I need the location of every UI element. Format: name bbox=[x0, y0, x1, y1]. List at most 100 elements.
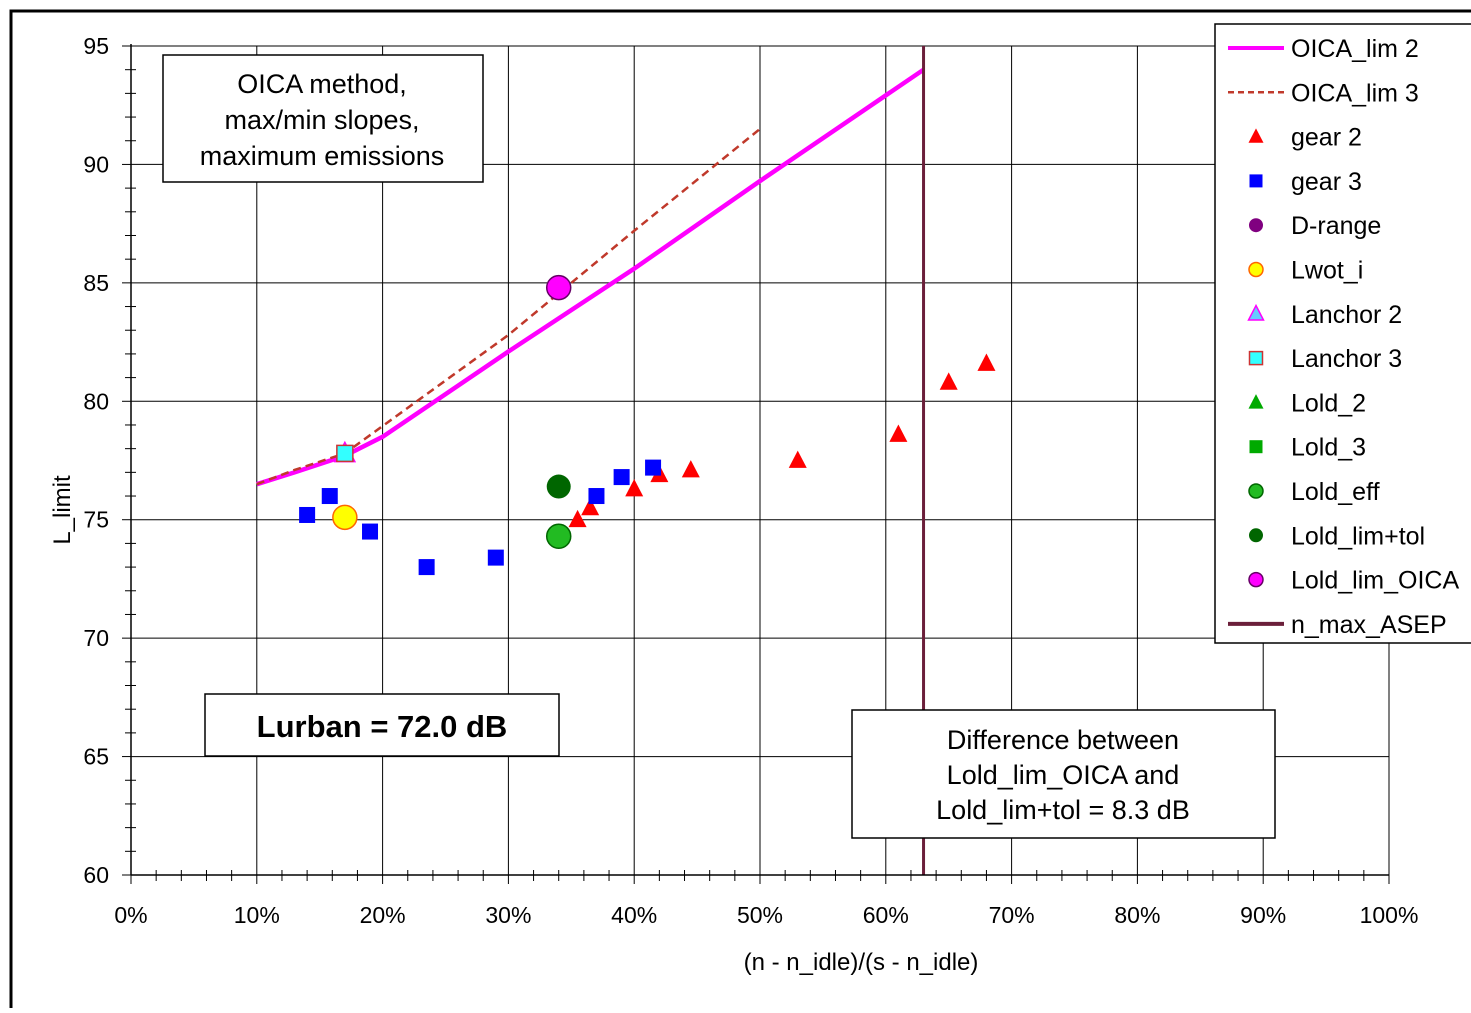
x-tick-label: 50% bbox=[737, 902, 783, 928]
x-tick-label: 80% bbox=[1114, 902, 1160, 928]
x-tick-label: 0% bbox=[114, 902, 147, 928]
x-tick-label: 40% bbox=[611, 902, 657, 928]
legend-swatch-lanchor-2 bbox=[1247, 303, 1265, 321]
legend-label-n-max-asep: n_max_ASEP bbox=[1291, 611, 1447, 639]
y-tick-label: 70 bbox=[83, 625, 109, 651]
legend-item-lold-2: Lold_2 bbox=[1248, 389, 1366, 417]
legend-swatch-gear-2 bbox=[1248, 128, 1264, 143]
x-tick-label: 70% bbox=[989, 902, 1035, 928]
data-markers bbox=[299, 274, 996, 576]
tick-labels: 0% 10% 20% 30% 40% 50% 60% 70% 80% 90% 100% 60 65 70 7… bbox=[83, 33, 1418, 928]
x-tick-label: 60% bbox=[863, 902, 909, 928]
y-tick-label: 80 bbox=[83, 388, 109, 414]
data-point-gear-2 bbox=[977, 353, 996, 371]
data-point-gear-3 bbox=[645, 459, 662, 476]
legend-item-gear-2: gear 2 bbox=[1248, 124, 1362, 152]
legend-label-gear-2: gear 2 bbox=[1291, 124, 1362, 152]
legend-swatch-lold-eff bbox=[1248, 483, 1264, 499]
data-point-gear-2 bbox=[568, 509, 587, 528]
legend-item-lold-lim-tol: Lold_lim+tol bbox=[1249, 522, 1425, 550]
legend-item-d-range: D-range bbox=[1249, 212, 1381, 240]
difference-annotation-line-1: Difference between bbox=[947, 725, 1179, 755]
data-point-gear-3 bbox=[588, 488, 605, 505]
legend-item-oica-lim-3: OICA_lim 3 bbox=[1228, 79, 1419, 107]
method-annotation: OICA method, max/min slopes, maximum emi… bbox=[162, 54, 484, 183]
legend-item-lold-eff: Lold_eff bbox=[1248, 478, 1380, 506]
data-point-lold-lim-tol bbox=[546, 474, 571, 499]
y-tick-label: 75 bbox=[83, 507, 109, 533]
legend-label-lold-2: Lold_2 bbox=[1291, 389, 1366, 417]
y-axis-label: L_limit bbox=[49, 475, 76, 545]
lurban-annotation: Lurban = 72.0 dB bbox=[204, 693, 560, 757]
legend-item-lold-lim-oica: Lold_lim_OICA bbox=[1248, 567, 1459, 595]
data-point-lwot-i bbox=[332, 504, 358, 531]
axes bbox=[122, 44, 1390, 884]
data-point-gear-2 bbox=[788, 450, 807, 468]
legend-label-lold-3: Lold_3 bbox=[1291, 434, 1366, 462]
x-tick-label: 20% bbox=[360, 902, 406, 928]
y-tick-label: 90 bbox=[83, 151, 109, 177]
data-point-gear-2 bbox=[681, 460, 700, 478]
method-annotation-line-2: max/min slopes, bbox=[224, 105, 419, 135]
legend-swatch-gear-3 bbox=[1249, 174, 1263, 188]
x-axis-label: (n - n_idle)/(s - n_idle) bbox=[744, 949, 979, 976]
legend-label-oica-lim-2: OICA_lim 2 bbox=[1291, 35, 1419, 63]
legend-label-lanchor-3: Lanchor 3 bbox=[1291, 345, 1402, 373]
data-point-gear-2 bbox=[889, 424, 908, 442]
data-point-gear-3 bbox=[418, 559, 435, 576]
legend-item-oica-lim-2: OICA_lim 2 bbox=[1228, 35, 1419, 63]
x-tick-label: 10% bbox=[234, 902, 280, 928]
legend-swatch-d-range bbox=[1249, 218, 1263, 233]
data-point-gear-3 bbox=[299, 506, 316, 523]
y-tick-label: 60 bbox=[83, 862, 109, 888]
legend-label-lold-lim-tol: Lold_lim+tol bbox=[1291, 522, 1425, 550]
legend-label-d-range: D-range bbox=[1291, 212, 1381, 240]
method-annotation-box bbox=[162, 54, 484, 183]
legend: OICA_lim 2 OICA_lim 3 gear 2 gear 3 D-range L… bbox=[1214, 23, 1471, 644]
legend-item-lanchor-3: Lanchor 3 bbox=[1248, 345, 1402, 373]
legend-item-n-max-asep: n_max_ASEP bbox=[1228, 611, 1447, 639]
series-line-oica-lim-3 bbox=[256, 127, 761, 486]
legend-items: OICA_lim 2 OICA_lim 3 gear 2 gear 3 D-range L… bbox=[1228, 35, 1459, 639]
legend-swatch-lold-lim-oica bbox=[1248, 571, 1264, 588]
data-point-gear-3 bbox=[487, 549, 504, 566]
data-point-lold-lim-oica bbox=[545, 274, 572, 301]
y-tick-label: 85 bbox=[83, 270, 109, 296]
legend-swatch-lold-3 bbox=[1249, 440, 1263, 454]
legend-swatch-lold-2 bbox=[1248, 394, 1264, 409]
data-point-gear-3 bbox=[362, 523, 379, 540]
data-point-lanchor-3 bbox=[336, 444, 354, 463]
difference-annotation-box bbox=[851, 709, 1276, 839]
lurban-annotation-box bbox=[204, 693, 560, 757]
legend-label-lwot-i: Lwot_i bbox=[1291, 257, 1363, 285]
data-point-gear-2 bbox=[939, 372, 958, 390]
difference-annotation-line-3: Lold_lim+tol = 8.3 dB bbox=[936, 795, 1190, 825]
legend-item-lwot-i: Lwot_i bbox=[1248, 257, 1363, 285]
data-point-gear-2 bbox=[625, 479, 644, 497]
series-line-oica-lim-2 bbox=[256, 67, 925, 487]
x-tick-label: 90% bbox=[1240, 902, 1286, 928]
method-annotation-line-3: maximum emissions bbox=[200, 141, 445, 171]
legend-swatch-lold-lim-tol bbox=[1249, 528, 1263, 543]
method-annotation-line-1: OICA method, bbox=[237, 69, 407, 99]
legend-item-lold-3: Lold_3 bbox=[1249, 434, 1366, 462]
legend-item-gear-3: gear 3 bbox=[1249, 168, 1362, 196]
lurban-annotation-text: Lurban = 72.0 dB bbox=[257, 709, 508, 744]
x-tick-label: 30% bbox=[485, 902, 531, 928]
y-tick-label: 65 bbox=[83, 744, 109, 770]
legend-swatch-lwot-i bbox=[1248, 261, 1264, 278]
legend-label-oica-lim-3: OICA_lim 3 bbox=[1291, 79, 1419, 107]
data-point-lold-eff bbox=[545, 523, 572, 550]
legend-label-lanchor-2: Lanchor 2 bbox=[1291, 301, 1402, 329]
data-point-gear-3 bbox=[321, 488, 338, 505]
legend-swatch-lanchor-3 bbox=[1248, 350, 1264, 366]
y-tick-label: 95 bbox=[83, 33, 109, 59]
legend-label-lold-eff: Lold_eff bbox=[1291, 478, 1380, 506]
legend-label-lold-lim-oica: Lold_lim_OICA bbox=[1291, 567, 1459, 595]
difference-annotation-line-2: Lold_lim_OICA and bbox=[947, 760, 1180, 790]
chart-frame bbox=[9, 9, 1471, 1013]
x-tick-label: 100% bbox=[1360, 902, 1419, 928]
difference-annotation: Difference between Lold_lim_OICA and Lol… bbox=[851, 709, 1276, 839]
